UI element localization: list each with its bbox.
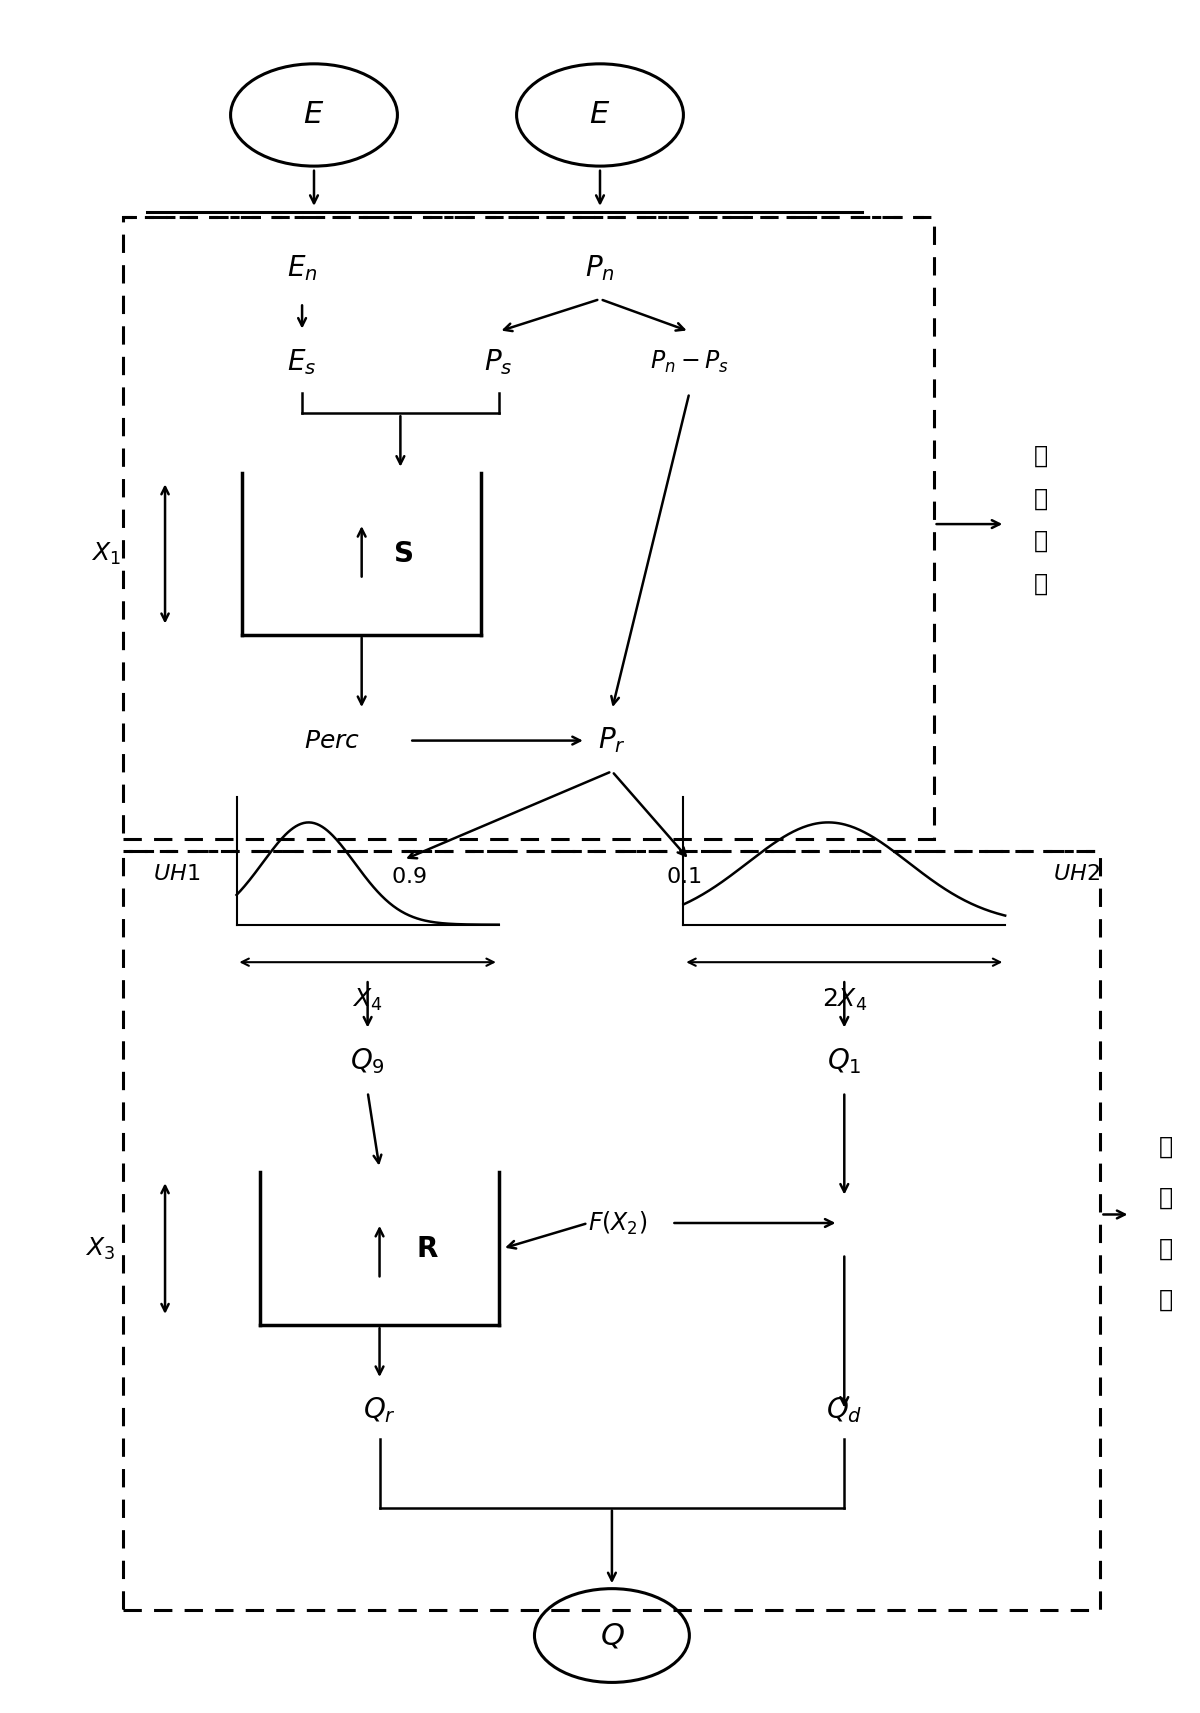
Text: $\mathbf{S}$: $\mathbf{S}$ bbox=[394, 540, 413, 569]
Text: $P_s$: $P_s$ bbox=[485, 348, 512, 377]
Bar bbox=[124, 218, 934, 839]
Text: $\mathbf{R}$: $\mathbf{R}$ bbox=[415, 1235, 439, 1262]
Text: 产: 产 bbox=[1034, 444, 1048, 468]
Text: $X_4$: $X_4$ bbox=[353, 987, 383, 1012]
Text: $UH1$: $UH1$ bbox=[154, 863, 200, 884]
Text: 流: 流 bbox=[1159, 1185, 1174, 1209]
Text: $UH2$: $UH2$ bbox=[1054, 863, 1100, 884]
Text: $Q_r$: $Q_r$ bbox=[364, 1396, 396, 1425]
Text: $Q_9$: $Q_9$ bbox=[350, 1047, 385, 1076]
Text: $0.1$: $0.1$ bbox=[666, 867, 701, 887]
Text: 阶: 阶 bbox=[1034, 529, 1048, 553]
Text: 流: 流 bbox=[1034, 486, 1048, 510]
Text: $E$: $E$ bbox=[304, 101, 325, 130]
Bar bbox=[124, 851, 1100, 1610]
Text: $Perc$: $Perc$ bbox=[304, 728, 360, 752]
Text: $Q_1$: $Q_1$ bbox=[827, 1047, 862, 1076]
Text: $E_n$: $E_n$ bbox=[287, 254, 317, 283]
Text: $Q$: $Q$ bbox=[600, 1620, 624, 1650]
Text: $E$: $E$ bbox=[589, 101, 611, 130]
Text: 阶: 阶 bbox=[1159, 1237, 1174, 1261]
Text: $Q_d$: $Q_d$ bbox=[826, 1396, 863, 1425]
Text: $P_n-P_s$: $P_n-P_s$ bbox=[650, 349, 728, 375]
Text: $P_n$: $P_n$ bbox=[586, 254, 614, 283]
Text: $F(X_2)$: $F(X_2)$ bbox=[588, 1209, 648, 1237]
Text: $P_r$: $P_r$ bbox=[598, 726, 625, 755]
Text: 段: 段 bbox=[1159, 1288, 1174, 1312]
Text: $0.9$: $0.9$ bbox=[391, 867, 427, 887]
Text: $X_3$: $X_3$ bbox=[84, 1235, 114, 1262]
Text: $2X_4$: $2X_4$ bbox=[822, 987, 866, 1012]
Text: $E_s$: $E_s$ bbox=[288, 348, 317, 377]
Text: 段: 段 bbox=[1034, 572, 1048, 596]
Text: $X_1$: $X_1$ bbox=[91, 541, 120, 567]
Text: 汇: 汇 bbox=[1159, 1134, 1174, 1158]
